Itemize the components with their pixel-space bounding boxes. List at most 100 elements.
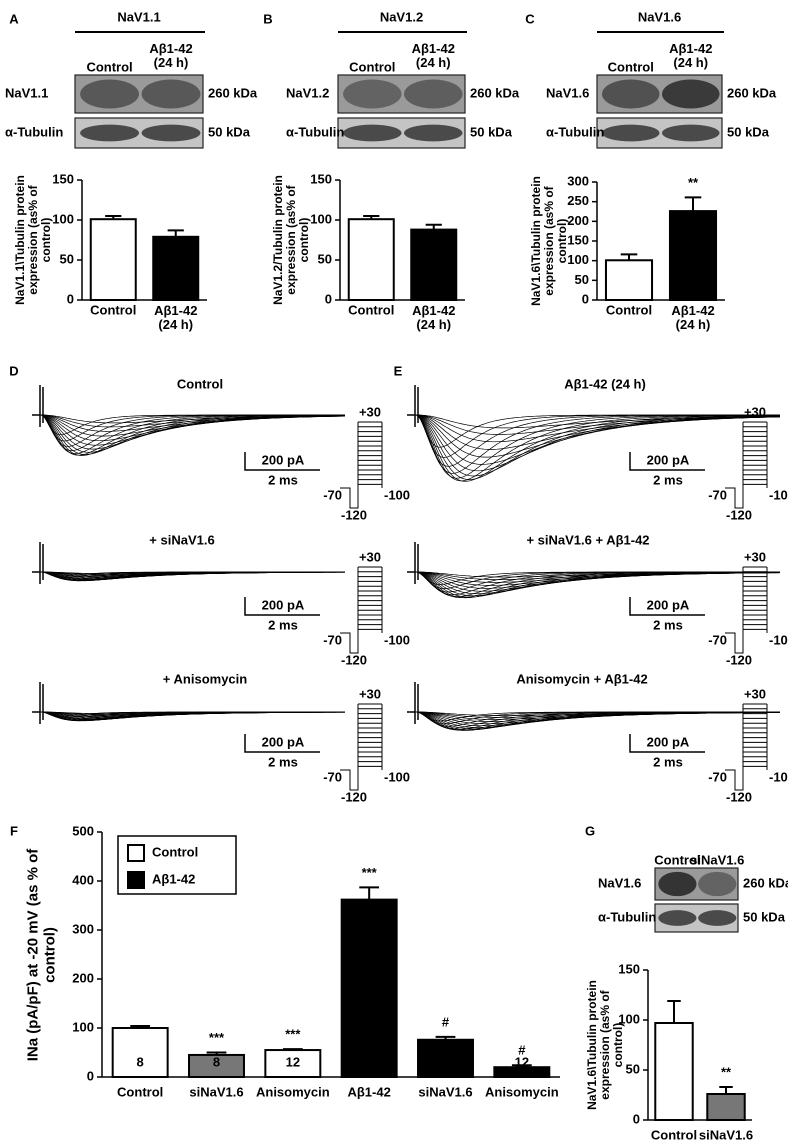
lane-label: Aβ1-42 (24 h) — [149, 41, 193, 71]
scale-current: 200 pA — [262, 734, 305, 749]
x-tick-label: Anisomycin — [485, 1084, 559, 1099]
legend-label: Control — [152, 844, 198, 859]
scale-time: 2 ms — [268, 472, 298, 487]
y-tick-label: 100 — [618, 1011, 640, 1026]
protocol-label: -70 — [323, 487, 342, 502]
x-tick-label: Aβ1-42 — [347, 1084, 390, 1099]
x-tick-label: Aβ1-42 (24 h) — [154, 303, 198, 333]
current-trace — [40, 571, 345, 577]
current-trace — [415, 414, 780, 450]
significance: *** — [362, 865, 378, 880]
size-label: 260 kDa — [208, 85, 258, 100]
protein-label: α-Tubulin — [286, 124, 344, 139]
capacitive-artifact — [407, 385, 419, 427]
current-traces — [414, 414, 781, 482]
y-axis-label: NaV1.1\Tubulin protein expression (as% o… — [13, 175, 54, 305]
bar — [668, 210, 718, 302]
bar — [654, 1022, 694, 1121]
size-label: 260 kDa — [727, 85, 777, 100]
current-trace — [415, 414, 780, 458]
protein-label: NaV1.6 — [598, 875, 641, 890]
x-tick-label: siNaV1.6 — [699, 1127, 753, 1142]
x-tick-label: Aβ1-42 (24 h) — [671, 303, 715, 333]
bar — [264, 1049, 322, 1079]
scale-bar — [629, 734, 705, 753]
bar — [604, 259, 654, 302]
significance: ** — [688, 175, 699, 190]
lane-label: Aβ1-42 (24 h) — [411, 41, 455, 71]
current-trace — [414, 414, 780, 467]
protocol-label: -120 — [341, 652, 367, 667]
significance: *** — [285, 1027, 301, 1042]
significance: *** — [209, 1030, 225, 1045]
current-trace — [39, 414, 345, 451]
capacitive-artifact — [407, 682, 419, 724]
protocol-label: -100 — [384, 769, 410, 784]
y-tick-label: 100 — [567, 252, 589, 267]
scale-bar — [244, 734, 320, 753]
panel-label: B — [263, 11, 272, 26]
lane-label: Control — [86, 59, 132, 74]
lane-label: Aβ1-42 (24 h) — [669, 41, 713, 71]
protein-label: NaV1.1 — [5, 85, 48, 100]
y-tick-label: 50 — [626, 1061, 640, 1076]
protocol-label: -70 — [708, 487, 727, 502]
current-traces — [414, 571, 781, 599]
size-label: 260 kDa — [470, 85, 520, 100]
legend-label: Aβ1-42 — [152, 871, 195, 886]
x-tick-label: Aβ1-42 (24 h) — [412, 303, 456, 333]
protocol-label: +30 — [744, 549, 766, 564]
blot-band — [662, 79, 720, 109]
panel-label: F — [10, 823, 18, 838]
current-trace — [414, 414, 780, 448]
y-tick-label: 100 — [310, 211, 332, 226]
trace-title: + siNaV1.6 + Aβ1-42 — [526, 532, 649, 547]
capacitive-artifact — [407, 542, 419, 584]
y-tick-label: 250 — [567, 193, 589, 208]
capacitive-artifact — [32, 385, 44, 427]
scale-bar — [629, 597, 705, 616]
x-tick-label: siNaV1.6 — [189, 1084, 243, 1099]
capacitive-artifact — [32, 682, 44, 724]
panel-label: A — [9, 11, 19, 26]
size-label: 50 kDa — [743, 909, 786, 924]
bar — [706, 1093, 746, 1121]
voltage-protocol — [340, 703, 383, 791]
voltage-protocol — [725, 566, 768, 654]
y-axis-label: NaV1.6\Tubulin protein expression (as% o… — [585, 980, 626, 1110]
current-traces — [40, 711, 346, 722]
voltage-protocol — [725, 703, 768, 791]
error-bar — [684, 196, 702, 212]
protocol-label: -70 — [708, 632, 727, 647]
current-traces — [40, 571, 346, 582]
blot-band — [343, 124, 402, 142]
bar — [417, 1038, 474, 1079]
y-tick-label: 100 — [72, 1019, 94, 1034]
protocol-label: -70 — [323, 632, 342, 647]
blot-band — [698, 910, 737, 926]
panel-label: C — [525, 11, 535, 26]
scale-bar — [629, 452, 705, 471]
error-bar — [359, 886, 380, 900]
current-trace — [415, 414, 781, 472]
error-bar — [719, 1086, 733, 1094]
capacitive-artifact — [32, 542, 44, 584]
protocol-label: -70 — [323, 769, 342, 784]
y-tick-label: 150 — [567, 232, 589, 247]
y-tick-label: 0 — [325, 291, 332, 306]
size-label: 50 kDa — [727, 124, 770, 139]
size-label: 260 kDa — [743, 875, 788, 890]
y-tick-label: 300 — [72, 921, 94, 936]
x-tick-label: Control — [651, 1127, 697, 1142]
y-tick-label: 200 — [567, 213, 589, 228]
protocol-label: -120 — [341, 507, 367, 522]
voltage-protocol — [340, 421, 383, 509]
blot-band — [80, 124, 139, 142]
y-tick-label: 200 — [72, 970, 94, 985]
trace-title: + Anisomycin — [163, 671, 247, 686]
trace-title: Anisomycin + Aβ1-42 — [516, 671, 647, 686]
protocol-label: +30 — [359, 686, 381, 701]
current-trace — [414, 414, 780, 482]
blot-band — [602, 124, 660, 142]
significance: ** — [721, 1064, 732, 1079]
